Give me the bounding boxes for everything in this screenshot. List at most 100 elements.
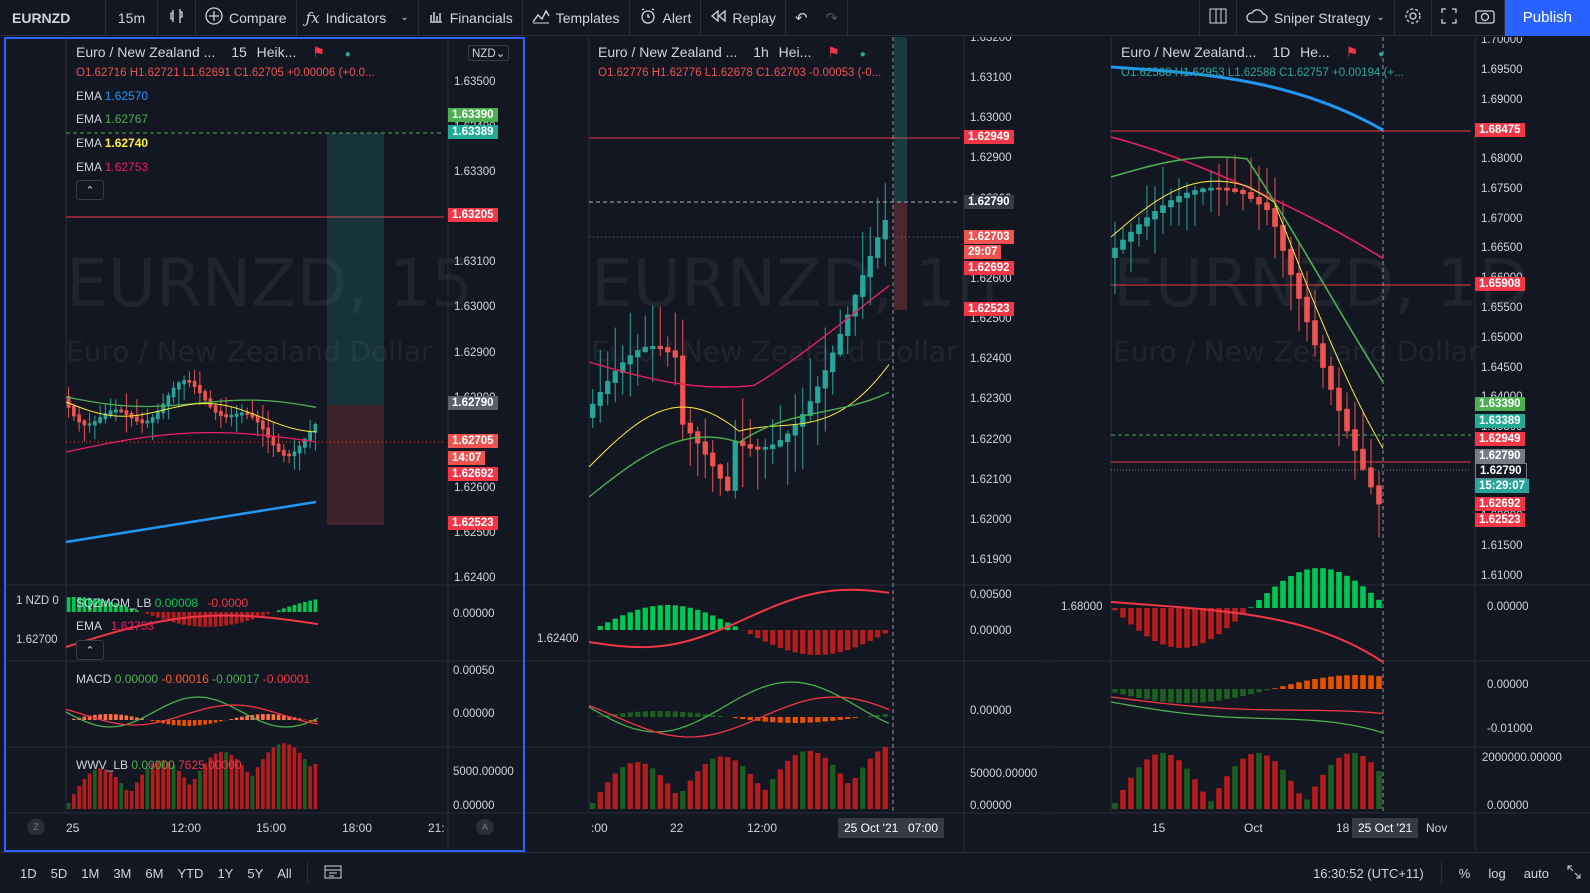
flag-icon[interactable]: ⚑ [1345, 44, 1359, 60]
ema-sub-legend[interactable]: EMA 1.62753 [76, 619, 154, 633]
flag-icon[interactable]: ⚑ [312, 44, 325, 60]
alert-button[interactable]: Alert [630, 0, 702, 36]
expand-icon[interactable] [1558, 865, 1590, 882]
collapse-indicator-button[interactable]: ⌃ [76, 640, 104, 660]
wwv-bar [224, 752, 228, 809]
auto-scale-left-button[interactable]: Z [27, 819, 45, 835]
sqzmom-bar [98, 599, 102, 612]
alert-label: Alert [662, 9, 692, 26]
interval-button[interactable]: 15m [106, 0, 158, 36]
sqzmom-bar [192, 612, 197, 627]
fullscreen-button[interactable] [1432, 0, 1466, 36]
symbol-search-button[interactable]: EURNZD [0, 0, 106, 36]
sqzmom-bar [747, 630, 753, 635]
range-button-3m[interactable]: 3M [113, 865, 132, 881]
wwv-bar [1184, 768, 1190, 809]
chevron-down-icon[interactable]: ⌄ [400, 12, 409, 23]
time-tick-label: Nov [1426, 821, 1448, 835]
sqzmom-bar [229, 612, 234, 625]
price-tick-label: 1.62000 [970, 513, 1012, 526]
wwv-bar [219, 751, 223, 809]
range-button-ytd[interactable]: YTD [177, 865, 204, 881]
candle-body [156, 411, 160, 420]
time-tick-label: 21: [428, 821, 445, 835]
templates-button[interactable]: Templates [523, 0, 630, 36]
wwv-legend[interactable]: WWV_LB 0.00000 7625.00000 [76, 758, 242, 772]
price-tag: 14:07 [448, 451, 486, 465]
ema-legend-4[interactable]: EMA 1.62753 [76, 160, 148, 174]
wwv-bar [261, 759, 265, 809]
wwv-bar [108, 772, 113, 809]
redo-button[interactable]: ↷ [817, 0, 849, 36]
macd-histogram-bar [255, 714, 260, 720]
range-button-5d[interactable]: 5D [50, 865, 68, 881]
sqzmom-legend[interactable]: SQZMOM_LB 0.00008 -0.0000 [76, 596, 248, 610]
symbol-watermark-description: Euro / New Zealand Dollar [66, 335, 433, 368]
sqzmom-bar [642, 607, 648, 630]
ema-line [588, 364, 890, 468]
clock-timezone-button[interactable]: 16:30:52 (UTC+11) [1313, 865, 1424, 881]
flag-icon[interactable]: ⚑ [827, 44, 840, 60]
wwv-bar [177, 770, 181, 809]
wwv-bar [192, 779, 197, 809]
range-button-1m[interactable]: 1M [81, 865, 100, 881]
indicators-button[interactable]: ƒx Indicators ⌄ [297, 0, 419, 36]
snapshot-button[interactable] [1466, 0, 1505, 36]
publish-button[interactable]: Publish [1504, 0, 1590, 36]
range-button-1d[interactable]: 1D [20, 865, 37, 881]
layout-select-button[interactable] [1198, 0, 1237, 36]
currency-select[interactable]: NZD⌄ [468, 45, 510, 61]
macd-signal-line [1110, 696, 1384, 715]
wwv-bar [250, 775, 255, 809]
price-tag: 29:07 [964, 245, 1002, 259]
legend-interval: 1D [1272, 44, 1291, 60]
collapse-legend-button[interactable]: ⌃ [76, 180, 104, 200]
log-scale-toggle[interactable]: log [1488, 865, 1506, 881]
sqzmom-bar [612, 618, 618, 630]
replay-button[interactable]: Replay [701, 0, 786, 36]
percent-scale-toggle[interactable]: % [1458, 865, 1471, 881]
candle-body [740, 440, 746, 447]
auto-scale-right-button[interactable]: A [476, 819, 494, 835]
chart-pane-1d[interactable]: EURNZD, 1D Euro / New Zealand Dollar Eur… [1049, 37, 1590, 851]
price-tag: 1.63205 [448, 208, 498, 222]
macd-histogram-bar [702, 714, 708, 717]
auto-scale-toggle[interactable]: auto [1523, 865, 1549, 881]
chart-pane-1h[interactable]: EURNZD, 1h Euro / New Zealand Dollar Eur… [527, 37, 1047, 851]
save-layout-button[interactable]: Sniper Strategy ⌄ [1237, 0, 1395, 36]
compare-button[interactable]: Compare [196, 0, 297, 36]
chart-pane-15m[interactable]: EURNZD, 15 Euro / New Zealand Dollar Eur… [6, 37, 524, 851]
chart-canvas-1d[interactable] [1049, 37, 1590, 851]
change-value: +0.00194 (+... [1332, 67, 1404, 79]
sqzmom-bar [1368, 592, 1374, 608]
range-button-6m[interactable]: 6M [145, 865, 164, 881]
range-button-1y[interactable]: 1Y [217, 865, 234, 881]
sqzmom-bar [1224, 608, 1230, 629]
sqzmom-bar [687, 607, 693, 630]
range-button-all[interactable]: All [277, 865, 292, 881]
wwv-bar [1120, 789, 1126, 809]
chart-style-button[interactable] [158, 0, 196, 36]
go-to-date-icon[interactable] [316, 864, 350, 883]
bar-chart-icon [428, 8, 444, 28]
settings-button[interactable] [1395, 0, 1432, 36]
ema-legend-3[interactable]: EMA 1.62740 [76, 136, 148, 150]
ema-legend-2[interactable]: EMA 1.62767 [76, 112, 148, 126]
pane-legend-title[interactable]: Euro / New Zealand... 1D He... ⚑ ● [1121, 44, 1384, 61]
time-tick-label: Oct [1244, 821, 1263, 835]
chart-canvas-15m[interactable] [6, 37, 524, 851]
ema-label: EMA [76, 112, 102, 126]
pane-legend-title[interactable]: Euro / New Zealand ... 1h Hei... ⚑ ● [598, 44, 866, 61]
sqzmom-bar [1128, 608, 1134, 625]
undo-icon: ↶ [794, 9, 808, 27]
ema-legend-1[interactable]: EMA 1.62570 [76, 89, 148, 103]
chart-canvas-1h[interactable] [527, 37, 1047, 851]
chevron-down-icon[interactable]: ⌄ [1376, 12, 1385, 23]
range-button-5y[interactable]: 5Y [247, 865, 264, 881]
price-tick-label: 1.62600 [454, 481, 496, 494]
ema-value: 1.62753 [104, 160, 149, 174]
undo-button[interactable]: ↶ [786, 0, 817, 36]
pane-legend-title[interactable]: Euro / New Zealand ... 15 Heik... ⚑ ● [76, 44, 351, 61]
macd-legend[interactable]: MACD 0.00000 -0.00016 -0.00017 -0.00001 [76, 672, 310, 686]
financials-button[interactable]: Financials [419, 0, 523, 36]
